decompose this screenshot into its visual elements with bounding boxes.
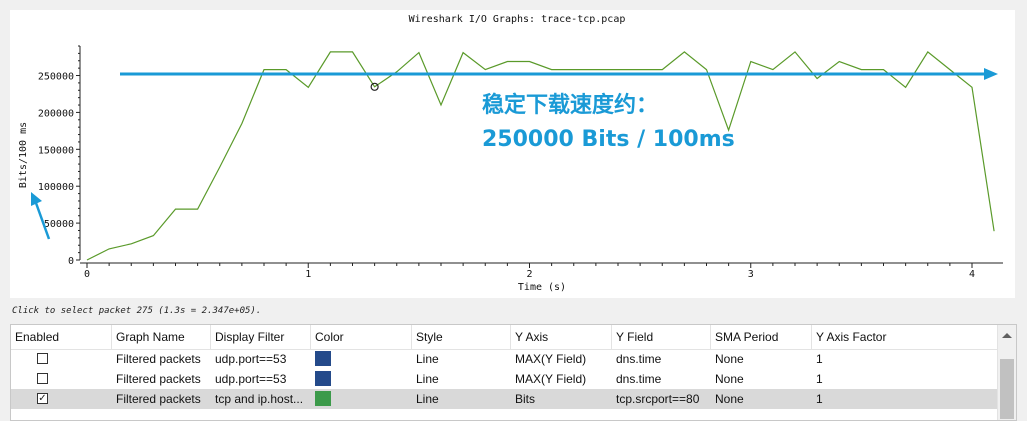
- y-tick-label: 250000: [38, 72, 74, 83]
- color-swatch: [315, 391, 331, 406]
- y-field-cell: dns.time: [616, 372, 662, 386]
- diagonal-arrowhead-icon: [31, 192, 42, 206]
- column-header-sma-period[interactable]: SMA Period: [711, 325, 812, 349]
- style-cell: Line: [416, 352, 439, 366]
- column-header-y-axis-factor[interactable]: Y Axis Factor: [816, 330, 887, 344]
- graph-name-cell: Filtered packets: [116, 372, 201, 386]
- column-header-color[interactable]: Color: [311, 325, 412, 349]
- column-header-style[interactable]: Style: [412, 325, 511, 349]
- table-row[interactable]: Filtered packets udp.port==53 Line MAX(Y…: [11, 369, 998, 389]
- column-header-y-field[interactable]: Y Field: [612, 325, 711, 349]
- x-axis-label: Time (s): [518, 282, 566, 293]
- y-axis-cell: Bits: [515, 392, 536, 406]
- enabled-checkbox[interactable]: [37, 373, 48, 384]
- plot-background: [10, 10, 1015, 298]
- sma-period-cell: None: [715, 372, 744, 386]
- y-axis-cell: MAX(Y Field): [515, 372, 587, 386]
- annotation-arrows: [31, 68, 998, 240]
- chart-axes: 0 50000 100000 150000 200000 250000 0 1 2 3 4: [38, 45, 1003, 280]
- column-header-y-axis[interactable]: Y Axis: [511, 325, 612, 349]
- x-tick-label: 2: [526, 269, 532, 280]
- column-header-display-filter[interactable]: Display Filter: [211, 325, 311, 349]
- enabled-checkbox[interactable]: [37, 353, 48, 364]
- color-cell[interactable]: [311, 369, 412, 389]
- display-filter-cell: udp.port==53: [215, 372, 287, 386]
- series-line: [86, 51, 995, 261]
- display-filter-cell: tcp and ip.host...: [215, 392, 304, 406]
- y-tick-label: 100000: [38, 182, 74, 193]
- table-row[interactable]: Filtered packets udp.port==53 Line MAX(Y…: [11, 349, 998, 369]
- y-tick-label: 0: [68, 256, 74, 267]
- vertical-scrollbar[interactable]: [997, 325, 1016, 420]
- color-cell[interactable]: [311, 349, 412, 369]
- x-tick-label: 3: [748, 269, 754, 280]
- y-field-cell: tcp.srcport==80: [616, 392, 700, 406]
- color-cell[interactable]: [311, 389, 412, 409]
- y-axis-cell: MAX(Y Field): [515, 352, 587, 366]
- table-header: Enabled Graph Name Display Filter Color …: [11, 325, 998, 350]
- status-hint: Click to select packet 275 (1.3s = 2.347…: [12, 306, 262, 316]
- column-header-graph-name[interactable]: Graph Name: [112, 325, 211, 349]
- y-tick-label: 50000: [44, 219, 74, 230]
- horizontal-arrowhead-icon: [984, 68, 998, 80]
- x-tick-label: 1: [305, 269, 311, 280]
- scrollbar-thumb[interactable]: [1000, 359, 1014, 419]
- io-graph-plot[interactable]: Wireshark I/O Graphs: trace-tcp.pcap Bit…: [0, 0, 1027, 300]
- chart-title: Wireshark I/O Graphs: trace-tcp.pcap: [409, 14, 626, 25]
- y-axis-factor-cell: 1: [816, 372, 823, 386]
- io-graph-svg[interactable]: Wireshark I/O Graphs: trace-tcp.pcap Bit…: [0, 0, 1027, 300]
- graphs-table[interactable]: Enabled Graph Name Display Filter Color …: [10, 324, 1017, 421]
- graph-name-cell: Filtered packets: [116, 352, 201, 366]
- color-swatch: [315, 371, 331, 386]
- enabled-checkbox[interactable]: ✓: [37, 393, 48, 404]
- annotation-line-1: 稳定下载速度约：: [482, 92, 658, 118]
- x-tick-label: 4: [969, 269, 975, 280]
- y-tick-label: 150000: [38, 145, 74, 156]
- y-axis-factor-cell: 1: [816, 352, 823, 366]
- x-tick-label: 0: [84, 269, 90, 280]
- style-cell: Line: [416, 372, 439, 386]
- table-row-selected[interactable]: ✓ Filtered packets tcp and ip.host... Li…: [11, 389, 998, 409]
- series-layer: [86, 51, 995, 261]
- scroll-up-arrow-icon[interactable]: [1002, 333, 1012, 338]
- sma-period-cell: None: [715, 352, 744, 366]
- annotation-line-2: 250000 Bits / 100ms: [482, 127, 735, 152]
- diagonal-arrow-line: [34, 202, 51, 240]
- column-header-enabled[interactable]: Enabled: [11, 325, 112, 349]
- style-cell: Line: [416, 392, 439, 406]
- y-axis-factor-cell: 1: [816, 392, 823, 406]
- y-axis-label: Bits/100 ms: [18, 122, 29, 188]
- graph-name-cell: Filtered packets: [116, 392, 201, 406]
- y-field-cell: dns.time: [616, 352, 662, 366]
- color-swatch: [315, 351, 331, 366]
- display-filter-cell: udp.port==53: [215, 352, 287, 366]
- y-tick-label: 200000: [38, 108, 74, 119]
- selected-point-marker: [370, 82, 379, 91]
- sma-period-cell: None: [715, 392, 744, 406]
